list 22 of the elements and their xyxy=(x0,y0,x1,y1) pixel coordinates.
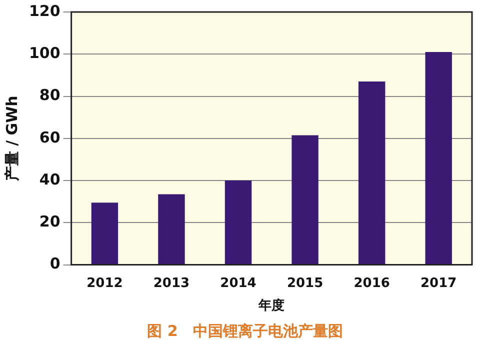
y-tick-label: 0 xyxy=(50,254,60,273)
bar xyxy=(358,82,386,264)
bar xyxy=(158,194,185,264)
x-axis-title: 年度 xyxy=(258,298,285,314)
y-tick-label: 100 xyxy=(29,44,60,62)
bar xyxy=(91,202,118,264)
x-tick-label: 2016 xyxy=(354,276,390,291)
caption: 图 2 中国锂离子电池产量图 xyxy=(146,322,344,341)
x-tick-label: 2015 xyxy=(286,276,324,291)
y-tick-label: 120 xyxy=(29,2,60,20)
x-tick-label: 2012 xyxy=(86,276,123,291)
y-axis-title: 产量 / GWh xyxy=(2,96,21,182)
bar xyxy=(292,135,318,264)
x-tick-label: 2013 xyxy=(153,276,190,291)
bar xyxy=(425,52,452,264)
x-tick-label: 2017 xyxy=(420,276,457,291)
y-tick-label: 60 xyxy=(39,128,60,146)
x-tick-label: 2014 xyxy=(220,276,256,291)
y-tick-label: 80 xyxy=(39,86,60,104)
y-tick-label: 40 xyxy=(39,170,60,188)
y-tick-label: 20 xyxy=(39,212,60,231)
bar xyxy=(224,180,252,264)
